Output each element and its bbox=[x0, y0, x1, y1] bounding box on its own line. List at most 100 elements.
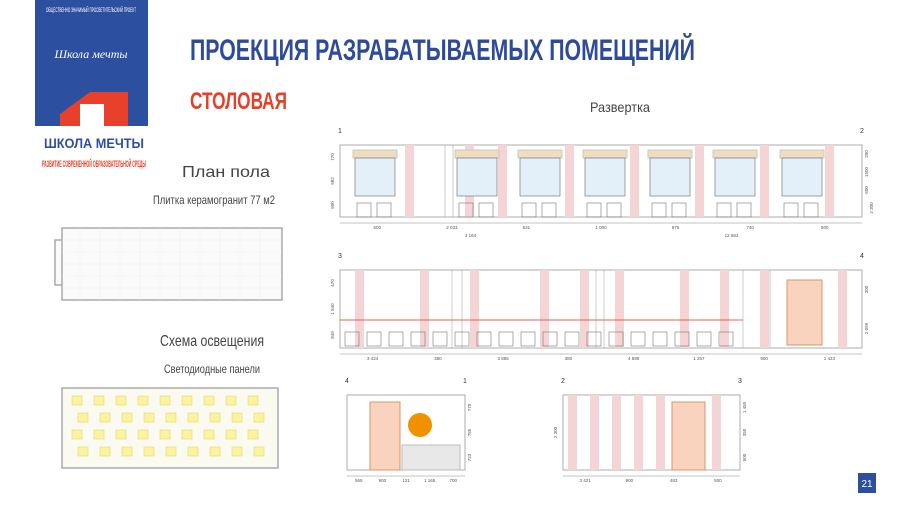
table bbox=[783, 202, 799, 218]
dimension: 500 bbox=[714, 478, 722, 483]
lamp bbox=[121, 446, 133, 457]
lamp bbox=[71, 429, 83, 440]
valance bbox=[352, 149, 398, 159]
stool bbox=[476, 331, 492, 347]
window bbox=[584, 157, 626, 197]
stool bbox=[564, 331, 580, 347]
stripe bbox=[612, 395, 621, 470]
table bbox=[458, 202, 474, 218]
corner-label: 3 bbox=[738, 378, 742, 385]
logo-tagline: РАЗВИТИЕ СОВРЕМЕННОЙ ОБРАЗОВАТЕЛЬНОЙ СРЕ… bbox=[42, 158, 146, 169]
logo-door bbox=[80, 104, 104, 126]
stripe bbox=[420, 270, 429, 348]
table bbox=[716, 202, 732, 218]
lamp bbox=[203, 429, 215, 440]
food-icon bbox=[408, 413, 432, 437]
dimension: 1 840 bbox=[330, 303, 335, 315]
stool bbox=[652, 331, 668, 347]
lamp bbox=[99, 446, 111, 457]
dimension: 770 bbox=[330, 153, 335, 161]
dimension: 740 bbox=[746, 225, 754, 230]
dimension: 2 300 bbox=[869, 202, 874, 214]
stool bbox=[674, 331, 690, 347]
dimension: 200 bbox=[864, 150, 869, 158]
dimension: 1 257 bbox=[693, 356, 705, 361]
counter bbox=[401, 444, 461, 471]
stripe bbox=[405, 145, 414, 217]
stool bbox=[388, 331, 404, 347]
lamp bbox=[159, 395, 171, 406]
stool bbox=[630, 331, 646, 347]
lamp bbox=[225, 395, 237, 406]
dimension: 1 423 bbox=[824, 356, 836, 361]
table bbox=[606, 202, 622, 218]
dimension: 500 bbox=[742, 453, 747, 461]
lamp bbox=[253, 412, 265, 423]
stool bbox=[520, 331, 536, 347]
window bbox=[649, 157, 691, 197]
stripe bbox=[695, 145, 704, 217]
lamp bbox=[253, 446, 265, 457]
dimension: 982 bbox=[330, 177, 335, 185]
lamp bbox=[143, 446, 155, 457]
stool bbox=[498, 331, 514, 347]
lamp bbox=[143, 412, 155, 423]
corner-label: 1 bbox=[463, 378, 467, 385]
lighting-title: Схема освещения bbox=[160, 333, 264, 350]
walls: 1 2 500 2 033 631 1 000 975 740 500 3 164 12 683 77… bbox=[330, 128, 874, 483]
lamp bbox=[121, 412, 133, 423]
dimension: 121 bbox=[402, 478, 410, 483]
dimension: 2 033 bbox=[446, 225, 458, 230]
logo-name: ШКОЛА МЕЧТЫ bbox=[44, 135, 144, 151]
dimension: 900 bbox=[379, 478, 387, 483]
logo-top: ОБЩЕСТВЕННО ЗНАЧИМЫЙ ПРОСВЕТИТЕЛЬСКИЙ ПР… bbox=[46, 6, 136, 14]
table bbox=[586, 202, 602, 218]
table bbox=[803, 202, 819, 218]
table bbox=[376, 202, 392, 218]
window bbox=[714, 157, 756, 197]
dimension: 770 bbox=[467, 403, 472, 411]
dimension: 1 450 bbox=[742, 401, 747, 413]
dimension: 785 bbox=[467, 428, 472, 436]
lamp bbox=[115, 429, 127, 440]
title: ПРОЕКЦИЯ РАЗРАБАТЫВАЕМЫХ ПОМЕЩЕНИЙ bbox=[190, 33, 695, 67]
door bbox=[369, 401, 401, 471]
lamp bbox=[187, 446, 199, 457]
dimension: 470 bbox=[330, 279, 335, 287]
lamp bbox=[209, 446, 221, 457]
dimension: 1 000 bbox=[595, 225, 607, 230]
table bbox=[478, 202, 494, 218]
dimension: 4 598 bbox=[628, 356, 640, 361]
corner-label: 1 bbox=[338, 128, 342, 135]
stripe bbox=[355, 270, 364, 348]
lamp bbox=[225, 429, 237, 440]
lamp bbox=[247, 429, 259, 440]
stripe bbox=[590, 395, 599, 470]
dimension: 2 300 bbox=[553, 426, 558, 438]
window bbox=[456, 157, 498, 197]
dimension: 565 bbox=[355, 478, 363, 483]
dimension: 600 bbox=[864, 186, 869, 194]
stool bbox=[586, 331, 602, 347]
table bbox=[651, 202, 667, 218]
lamp bbox=[181, 429, 193, 440]
lamp bbox=[209, 412, 221, 423]
lamp bbox=[71, 395, 83, 406]
lamp bbox=[137, 429, 149, 440]
dimension: 3 164 bbox=[465, 233, 477, 238]
stripe bbox=[680, 270, 689, 348]
stool bbox=[608, 331, 624, 347]
dimension: 1500 bbox=[864, 166, 869, 177]
corner-label: 2 bbox=[561, 378, 565, 385]
dimension: 3 421 bbox=[579, 478, 591, 483]
window bbox=[781, 157, 823, 197]
dimension: 380 bbox=[565, 356, 573, 361]
floor-title: План пола bbox=[182, 164, 270, 181]
table bbox=[521, 202, 537, 218]
dimension: 3 886 bbox=[497, 356, 509, 361]
lamp bbox=[93, 429, 105, 440]
dimension: 2 099 bbox=[864, 322, 869, 334]
logo-script: Школа мечты bbox=[53, 47, 127, 61]
window bbox=[354, 157, 396, 197]
valance bbox=[454, 149, 500, 159]
